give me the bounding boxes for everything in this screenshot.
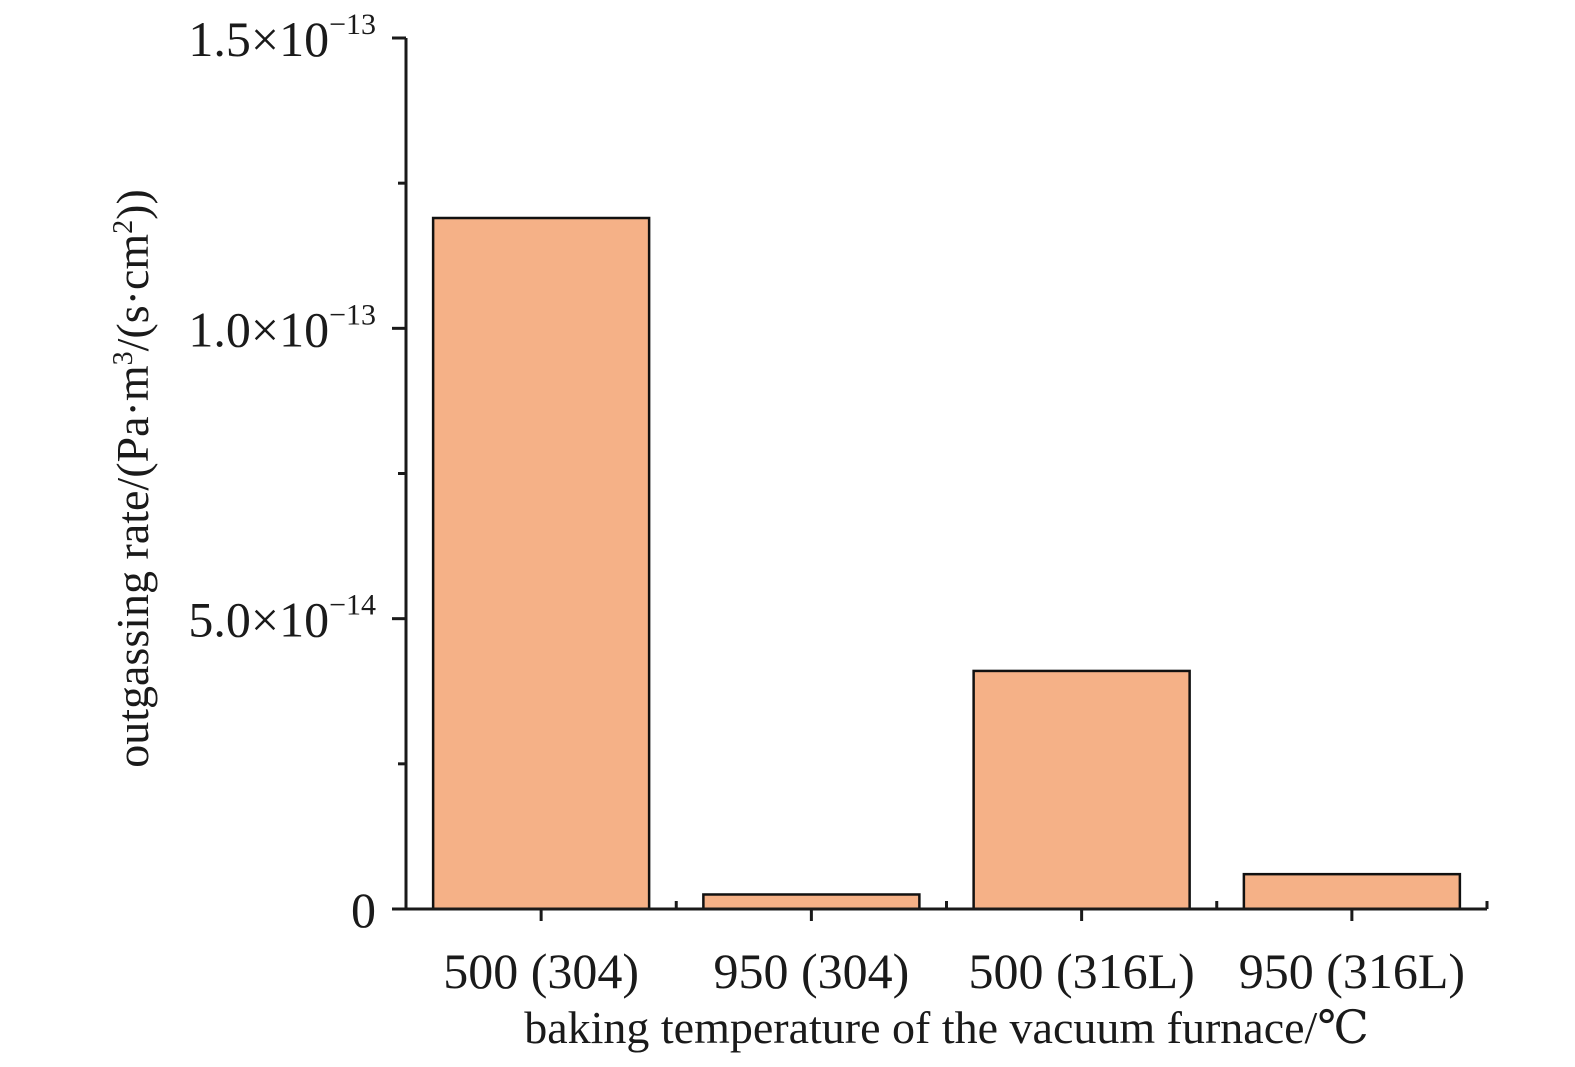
y-axis-title-middle: /(s·cm [107,234,158,352]
y-tick-mantissa: 0 [351,882,376,938]
y-tick-exponent: −14 [329,589,376,622]
y-tick-exponent: −13 [329,8,376,41]
x-tick-label: 950 (304) [713,943,909,999]
y-tick-exponent: −13 [329,298,376,331]
x-ticks-group: 500 (304) 950 (304) 500 (316L) 950 (316L) [443,901,1489,999]
y-axis-title-suffix: )) [107,189,158,220]
y-tick-label: 1.0×10−13 [188,298,376,357]
y-tick-label: 5.0×10−14 [188,589,376,648]
bar-1 [431,216,651,911]
y-tick-mantissa: 5.0×10 [188,592,329,648]
y-axis-title-prefix: outgassing rate/(Pa·m [107,365,158,768]
bar-2 [702,893,921,911]
x-tick-label: 950 (316L) [1239,943,1465,999]
y-axis-title: outgassing rate/(Pa·m3/(s·cm2)) [107,189,158,768]
y-tick-label: 1.5×10−13 [188,8,376,67]
y-tick-mantissa: 1.0×10 [188,301,329,357]
bar-4 [1242,872,1462,911]
y-axis-title-sup1: 3 [108,351,139,365]
y-axis-title-sup2: 2 [108,220,139,234]
x-axis-title: baking temperature of the vacuum furnace… [524,1002,1369,1053]
bars-group [431,216,1462,911]
y-ticks-group: 05.0×10−141.0×10−131.5×10−13 [188,8,406,938]
x-tick-label: 500 (304) [443,943,639,999]
y-tick-label: 0 [351,882,376,938]
y-tick-mantissa: 1.5×10 [188,11,329,67]
x-tick-label: 500 (316L) [968,943,1194,999]
bar-3 [972,669,1191,911]
